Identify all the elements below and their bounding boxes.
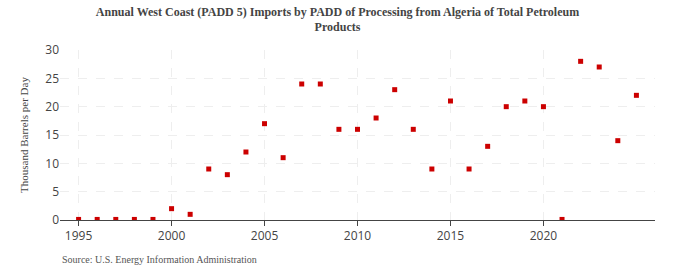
svg-text:2005: 2005 (251, 227, 279, 244)
svg-text:Source: U.S. Energy Informatio: Source: U.S. Energy Information Administ… (62, 254, 257, 265)
svg-text:20: 20 (45, 98, 59, 115)
svg-text:2010: 2010 (344, 227, 372, 244)
svg-text:15: 15 (45, 126, 59, 143)
svg-text:30: 30 (45, 41, 59, 58)
svg-text:0: 0 (52, 211, 59, 228)
svg-text:2015: 2015 (437, 227, 465, 244)
svg-text:25: 25 (45, 70, 59, 87)
svg-text:10: 10 (45, 155, 59, 172)
svg-text:5: 5 (52, 183, 59, 200)
svg-text:Thousand Barrels per Day: Thousand Barrels per Day (18, 77, 30, 193)
svg-text:2020: 2020 (530, 227, 558, 244)
svg-text:Annual West Coast (PADD 5) Imp: Annual West Coast (PADD 5) Imports by PA… (96, 5, 579, 35)
svg-text:1995: 1995 (65, 227, 93, 244)
svg-text:2000: 2000 (158, 227, 186, 244)
